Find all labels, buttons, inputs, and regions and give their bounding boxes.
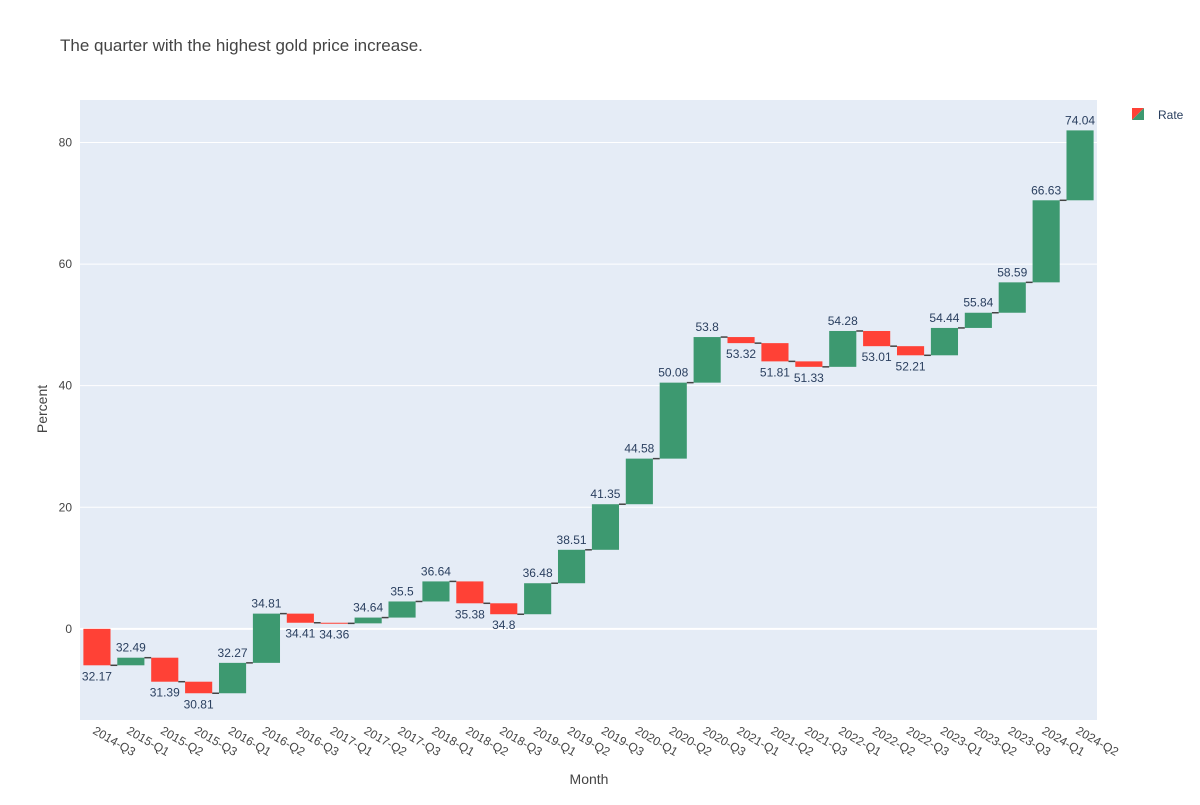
data-label: 35.5 bbox=[390, 584, 414, 598]
bar-2015-Q3[interactable] bbox=[185, 681, 213, 694]
y-axis-title: Percent bbox=[34, 385, 50, 433]
data-label: 34.36 bbox=[319, 627, 349, 641]
x-axis-ticks: 2014-Q32015-Q12015-Q22015-Q32016-Q12016-… bbox=[90, 723, 1121, 759]
bar-2015-Q1[interactable] bbox=[117, 657, 145, 666]
data-label: 54.44 bbox=[929, 311, 959, 325]
data-label: 30.81 bbox=[184, 697, 214, 711]
data-label: 54.28 bbox=[828, 314, 858, 328]
data-label: 51.33 bbox=[794, 371, 824, 385]
y-tick-label: 60 bbox=[59, 257, 73, 271]
y-axis-ticks: 0 20 40 60 80 bbox=[59, 136, 73, 636]
bar-2024-Q1[interactable] bbox=[1032, 200, 1060, 283]
bar-2021-Q1[interactable] bbox=[727, 337, 755, 344]
data-label: 31.39 bbox=[150, 686, 180, 700]
bar-2019-Q2[interactable] bbox=[557, 549, 586, 584]
data-label: 53.32 bbox=[726, 347, 756, 361]
data-label: 38.51 bbox=[557, 533, 587, 547]
data-label: 52.21 bbox=[896, 359, 926, 373]
data-label: 36.64 bbox=[421, 564, 451, 578]
y-tick-label: 80 bbox=[59, 136, 73, 150]
bar-2016-Q1[interactable] bbox=[218, 662, 247, 694]
bar-2021-Q2[interactable] bbox=[761, 343, 789, 362]
grid-lines bbox=[80, 142, 1097, 630]
data-label: 66.63 bbox=[1031, 183, 1061, 197]
y-tick-label: 0 bbox=[65, 622, 72, 636]
y-tick-label: 20 bbox=[59, 500, 73, 514]
bars bbox=[83, 130, 1094, 694]
chart-title: The quarter with the highest gold price … bbox=[60, 36, 423, 55]
plot-background bbox=[80, 100, 1097, 720]
data-label: 36.48 bbox=[523, 566, 553, 580]
bar-2022-Q3[interactable] bbox=[896, 346, 925, 356]
connector-lines bbox=[110, 199, 1067, 695]
bar-2014-Q3[interactable] bbox=[83, 628, 111, 666]
legend-increase-swatch bbox=[1132, 108, 1144, 120]
bar-2016-Q3[interactable] bbox=[286, 613, 314, 623]
bar-2018-Q3[interactable] bbox=[490, 603, 518, 615]
data-label: 34.64 bbox=[353, 601, 383, 615]
data-label: 51.81 bbox=[760, 365, 790, 379]
bar-2024-Q2[interactable] bbox=[1066, 130, 1094, 201]
legend-swatch-icon bbox=[1132, 108, 1144, 120]
bar-2017-Q2[interactable] bbox=[354, 617, 382, 624]
bar-2023-Q1[interactable] bbox=[930, 327, 959, 356]
data-label: 41.35 bbox=[590, 487, 620, 501]
bar-2015-Q2[interactable] bbox=[151, 657, 179, 682]
bar-2022-Q1[interactable] bbox=[829, 330, 857, 367]
data-label: 35.38 bbox=[455, 607, 485, 621]
data-label: 34.8 bbox=[492, 618, 516, 632]
bar-2017-Q3[interactable] bbox=[388, 601, 416, 618]
data-label: 53.01 bbox=[862, 350, 892, 364]
data-label: 34.41 bbox=[285, 627, 315, 641]
bar-2020-Q3[interactable] bbox=[693, 337, 721, 383]
bar-2023-Q3[interactable] bbox=[998, 282, 1026, 313]
bar-2018-Q1[interactable] bbox=[422, 581, 450, 602]
data-label: 44.58 bbox=[624, 442, 654, 456]
bar-2016-Q2[interactable] bbox=[252, 613, 281, 663]
data-label: 55.84 bbox=[963, 296, 993, 310]
data-labels: 32.17 32.49 31.39 30.81 32.27 34.81 34.41 34.36… bbox=[82, 113, 1095, 711]
bar-2020-Q1[interactable] bbox=[625, 458, 653, 505]
bar-2023-Q2[interactable] bbox=[964, 312, 992, 328]
y-tick-label: 40 bbox=[59, 379, 73, 393]
data-label: 32.49 bbox=[116, 641, 146, 655]
legend[interactable]: Rate bbox=[1132, 108, 1184, 122]
legend-label: Rate bbox=[1158, 108, 1184, 122]
x-axis-title: Month bbox=[570, 771, 609, 787]
bar-2020-Q2[interactable] bbox=[659, 382, 687, 459]
bar-2019-Q1[interactable] bbox=[524, 583, 552, 615]
bar-2021-Q3[interactable] bbox=[795, 361, 823, 367]
bar-2017-Q1[interactable] bbox=[320, 622, 348, 624]
data-label: 32.17 bbox=[82, 669, 112, 683]
data-label: 53.8 bbox=[695, 320, 719, 334]
bar-2018-Q2[interactable] bbox=[456, 581, 484, 604]
data-label: 50.08 bbox=[658, 366, 688, 380]
data-label: 32.27 bbox=[218, 646, 248, 660]
bar-2019-Q3[interactable] bbox=[591, 504, 620, 550]
data-label: 74.04 bbox=[1065, 113, 1095, 127]
data-label: 58.59 bbox=[997, 265, 1027, 279]
bar-2022-Q2[interactable] bbox=[863, 330, 891, 347]
data-label: 34.81 bbox=[251, 597, 281, 611]
